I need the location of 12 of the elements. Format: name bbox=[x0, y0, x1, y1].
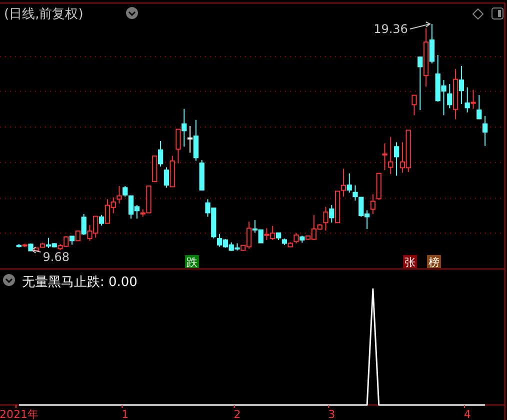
annotation: 19.36 bbox=[374, 22, 408, 36]
x-tick-label: 2 bbox=[234, 408, 241, 420]
x-tick-label: 2021年 bbox=[0, 408, 38, 420]
x-tick-label: 1 bbox=[122, 408, 129, 420]
x-tick-label: 3 bbox=[328, 408, 336, 420]
text: 张 bbox=[404, 256, 416, 269]
annotation: 9.68 bbox=[42, 250, 70, 264]
x-tick-label: 4 bbox=[464, 408, 471, 420]
chart-title: 无量黑马止跌: 0.00 bbox=[22, 275, 138, 290]
chart-title: (日线,前复权) bbox=[4, 7, 84, 22]
text: 榜 bbox=[428, 256, 440, 269]
text: 跌 bbox=[186, 256, 198, 269]
